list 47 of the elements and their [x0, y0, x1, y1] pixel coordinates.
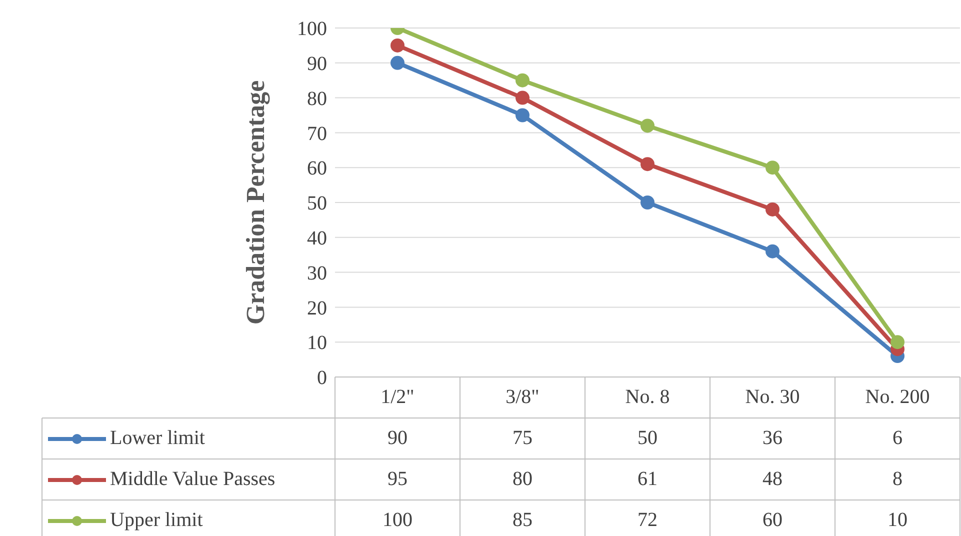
y-tick-label: 50	[307, 192, 327, 215]
y-tick-label: 90	[307, 53, 327, 75]
legend-label: Upper limit	[110, 509, 203, 532]
data-label: 10	[886, 508, 908, 533]
y-tick-label: 60	[307, 158, 327, 180]
point	[516, 90, 530, 105]
legend-label: Lower limit	[110, 427, 205, 450]
point	[640, 196, 654, 210]
data-label: 85	[512, 508, 534, 533]
point	[516, 73, 530, 88]
data-label: 75	[512, 426, 534, 451]
y-tick-label: 0	[317, 367, 327, 390]
y-tick-label: 30	[307, 262, 327, 284]
data-label: 61	[636, 467, 658, 492]
point	[640, 118, 654, 133]
x-tick-label: No. 200	[865, 386, 930, 408]
data-label: 8	[892, 467, 904, 492]
y-tick-label: 10	[307, 332, 327, 354]
y-tick-label: 40	[307, 228, 327, 250]
data-label: 50	[636, 426, 658, 451]
x-tick-label: No. 8	[625, 386, 670, 408]
y-tick-label: 100	[297, 18, 327, 40]
x-tick-label: 3/8"	[506, 386, 540, 408]
x-tick-label: 1/2"	[380, 386, 414, 408]
data-label: 48	[762, 467, 784, 492]
point	[390, 38, 404, 52]
y-tick-label: 80	[307, 88, 327, 110]
data-label: 80	[512, 467, 534, 492]
data-label: 72	[636, 508, 658, 533]
data-label: 60	[762, 508, 784, 533]
point	[890, 335, 904, 350]
point	[766, 202, 780, 216]
data-label: 36	[762, 426, 784, 451]
legend-label: Middle Value Passes	[110, 468, 276, 491]
data-label: 90	[386, 426, 408, 451]
x-tick-label: No. 30	[745, 386, 800, 408]
point	[766, 160, 780, 175]
data-label: 100	[382, 508, 414, 533]
y-tick-label: 20	[307, 297, 327, 320]
point	[516, 108, 530, 122]
y-tick-label: 70	[307, 122, 327, 145]
data-label: 6	[892, 426, 904, 451]
data-label: 95	[386, 467, 408, 492]
y-axis-title: Gradation Percentage	[241, 80, 270, 325]
point	[766, 244, 780, 258]
point	[390, 56, 404, 70]
point	[640, 157, 654, 172]
